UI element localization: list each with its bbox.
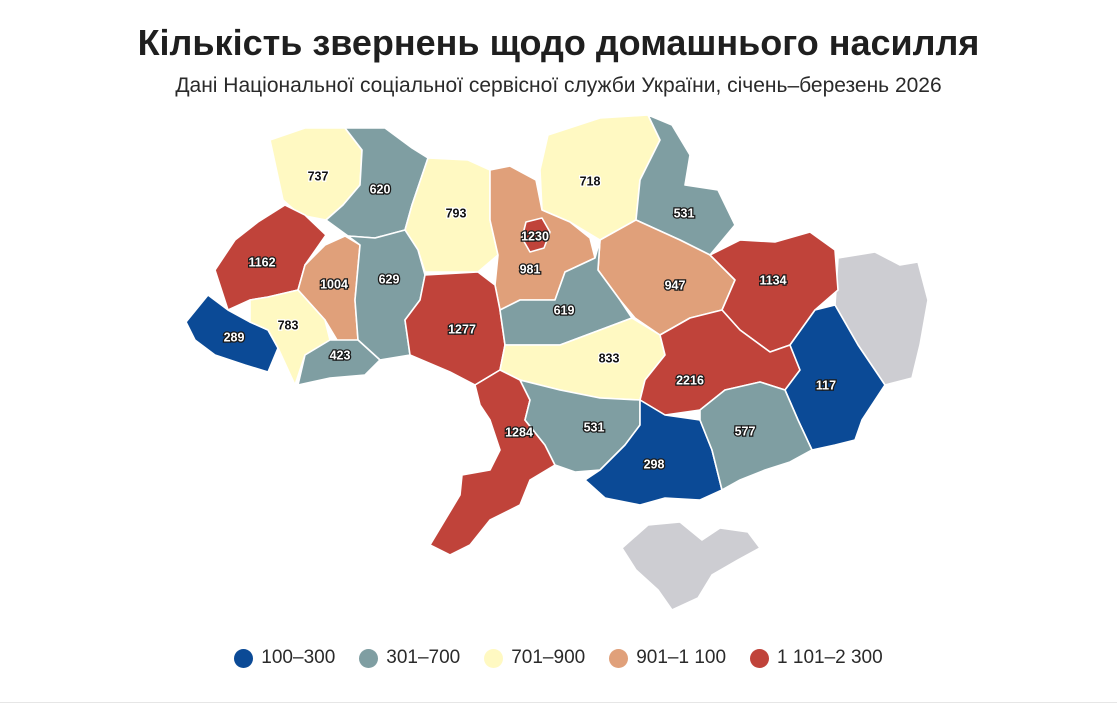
region-chernivtsi bbox=[297, 339, 381, 386]
legend-label-1: 100–300 bbox=[261, 647, 336, 668]
value-label-khmelnytskyi: 629 bbox=[379, 272, 400, 286]
bottom-divider bbox=[0, 702, 1117, 703]
region-luhansk-donetsk bbox=[784, 304, 886, 451]
region-zaporizhzhia bbox=[699, 381, 813, 491]
legend-label-3: 701–900 bbox=[511, 647, 586, 668]
value-label-volyn: 737 bbox=[308, 169, 329, 183]
legend-item-1: 100–300 bbox=[234, 647, 335, 669]
legend-swatch-4 bbox=[609, 648, 629, 668]
map-legend: 100–300 301–700 701–900 901–1 100 1 101–… bbox=[0, 647, 1117, 669]
legend-label-5: 1 101–2 300 bbox=[777, 647, 883, 668]
legend-swatch-2 bbox=[359, 648, 379, 668]
ukraine-choropleth-map: 737 620 793 718 531 1162 1004 629 981 12… bbox=[185, 114, 929, 611]
region-sumy bbox=[635, 114, 736, 256]
value-label-zhytomyr: 793 bbox=[446, 206, 467, 220]
value-label-ivano-frankivsk: 783 bbox=[278, 318, 299, 332]
legend-swatch-3 bbox=[484, 648, 504, 668]
value-label-kirovohrad: 833 bbox=[599, 351, 620, 365]
value-label-mykolaiv: 531 bbox=[584, 420, 605, 434]
value-label-dnipropetrovsk: 2216 bbox=[676, 373, 704, 387]
value-label-ternopil: 1004 bbox=[320, 277, 348, 291]
value-label-lviv: 1162 bbox=[248, 255, 275, 269]
value-label-kherson: 298 bbox=[644, 457, 665, 471]
legend-label-4: 901–1 100 bbox=[636, 647, 727, 668]
value-label-chernihiv: 718 bbox=[580, 174, 601, 188]
legend-swatch-5 bbox=[750, 648, 770, 668]
value-label-kyiv-oblast: 981 bbox=[520, 262, 541, 276]
legend-item-2: 301–700 bbox=[359, 647, 460, 669]
value-label-zaporizhzhia: 577 bbox=[735, 424, 756, 438]
value-label-vinnytsia: 1277 bbox=[448, 322, 476, 336]
legend-item-3: 701–900 bbox=[484, 647, 585, 669]
legend-item-4: 901–1 100 bbox=[609, 647, 726, 669]
region-crimea bbox=[621, 521, 761, 611]
value-label-kyiv-city: 1230 bbox=[521, 229, 549, 243]
value-label-poltava: 947 bbox=[665, 278, 686, 292]
value-label-cherkasy: 619 bbox=[554, 303, 575, 317]
legend-label-2: 301–700 bbox=[386, 647, 461, 668]
value-label-sumy: 531 bbox=[674, 206, 695, 220]
value-label-luhansk-donetsk: 117 bbox=[816, 378, 836, 392]
value-label-chernivtsi: 423 bbox=[330, 348, 351, 362]
value-label-odesa: 1284 bbox=[505, 425, 533, 439]
value-label-rivne: 620 bbox=[370, 182, 391, 196]
map-subtitle: Дані Національної соціальної сервісної с… bbox=[175, 74, 942, 97]
region-zakarpattia bbox=[185, 294, 279, 373]
legend-swatch-1 bbox=[234, 648, 254, 668]
region-kyiv-city bbox=[521, 217, 551, 253]
value-label-zakarpattia: 289 bbox=[224, 330, 245, 344]
value-label-kharkiv: 1134 bbox=[759, 273, 786, 287]
map-title: Кількість звернень щодо домашнього насил… bbox=[137, 22, 980, 63]
legend-item-5: 1 101–2 300 bbox=[750, 647, 883, 669]
